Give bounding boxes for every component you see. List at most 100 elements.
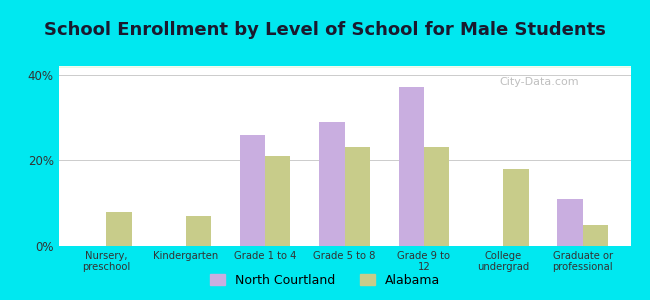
Bar xyxy=(58,67,630,68)
Bar xyxy=(58,67,630,68)
Bar xyxy=(58,67,630,68)
Bar xyxy=(58,66,630,67)
Bar xyxy=(58,67,630,68)
Bar xyxy=(58,66,630,67)
Bar xyxy=(58,66,630,67)
Bar xyxy=(58,67,630,68)
Bar xyxy=(58,66,630,67)
Bar xyxy=(58,67,630,68)
Bar xyxy=(58,67,630,68)
Bar xyxy=(58,67,630,68)
Bar xyxy=(58,67,630,68)
Bar xyxy=(58,66,630,67)
Bar xyxy=(240,135,265,246)
Bar xyxy=(58,67,630,68)
Bar xyxy=(58,67,630,68)
Bar xyxy=(58,66,630,67)
Bar xyxy=(58,67,630,68)
Bar xyxy=(58,67,630,68)
Bar xyxy=(58,67,630,68)
Bar xyxy=(58,66,630,67)
Bar xyxy=(58,66,630,67)
Bar xyxy=(58,67,630,68)
Bar xyxy=(58,66,630,67)
Bar xyxy=(58,67,630,68)
Bar xyxy=(58,67,630,68)
Bar xyxy=(58,67,630,68)
Bar xyxy=(58,67,630,68)
Bar xyxy=(58,67,630,68)
Bar xyxy=(58,67,630,68)
Bar xyxy=(319,122,344,246)
Bar xyxy=(58,67,630,68)
Bar xyxy=(58,67,630,68)
Bar xyxy=(58,66,630,67)
Bar xyxy=(58,67,630,68)
Bar xyxy=(58,66,630,67)
Bar xyxy=(58,67,630,68)
Bar xyxy=(58,67,630,68)
Bar xyxy=(58,67,630,68)
Bar xyxy=(58,67,630,68)
Bar xyxy=(58,66,630,67)
Bar xyxy=(58,66,630,67)
Bar xyxy=(58,66,630,67)
Bar xyxy=(58,66,630,67)
Bar xyxy=(58,67,630,68)
Bar xyxy=(58,66,630,67)
Bar xyxy=(58,67,630,68)
Bar xyxy=(58,66,630,67)
Bar xyxy=(58,67,630,68)
Bar xyxy=(58,66,630,67)
Bar xyxy=(58,66,630,67)
Bar xyxy=(58,67,630,68)
Bar xyxy=(58,67,630,68)
Bar xyxy=(58,66,630,67)
Legend: North Courtland, Alabama: North Courtland, Alabama xyxy=(206,270,444,291)
Bar xyxy=(58,66,630,67)
Bar xyxy=(58,66,630,67)
Bar xyxy=(58,67,630,68)
Bar xyxy=(58,66,630,67)
Bar xyxy=(58,66,630,67)
Bar xyxy=(58,66,630,67)
Bar xyxy=(58,67,630,68)
Bar xyxy=(58,66,630,67)
Bar xyxy=(58,66,630,67)
Bar xyxy=(58,66,630,67)
Bar xyxy=(58,67,630,68)
Bar xyxy=(58,67,630,68)
Bar xyxy=(58,66,630,67)
Bar xyxy=(58,67,630,68)
Bar xyxy=(58,66,630,67)
Bar xyxy=(58,66,630,67)
Bar xyxy=(58,66,630,67)
Bar xyxy=(58,67,630,68)
Bar xyxy=(58,67,630,68)
Bar xyxy=(58,67,630,68)
Bar xyxy=(58,67,630,68)
Bar xyxy=(58,67,630,68)
Bar xyxy=(58,67,630,68)
Text: City-Data.com: City-Data.com xyxy=(499,77,578,87)
Bar xyxy=(58,66,630,67)
Bar xyxy=(58,66,630,67)
Bar xyxy=(58,67,630,68)
Bar xyxy=(58,67,630,68)
Bar xyxy=(58,67,630,68)
Bar xyxy=(58,66,630,67)
Bar xyxy=(58,67,630,68)
Bar xyxy=(58,66,630,67)
Bar xyxy=(58,66,630,67)
Bar xyxy=(58,67,630,68)
Bar xyxy=(58,66,630,67)
Bar xyxy=(58,66,630,67)
Bar xyxy=(58,67,630,68)
Bar xyxy=(58,67,630,68)
Bar xyxy=(58,66,630,67)
Bar xyxy=(58,66,630,67)
Bar xyxy=(58,66,630,67)
Bar xyxy=(58,67,630,68)
Bar xyxy=(58,67,630,68)
Bar xyxy=(58,66,630,67)
